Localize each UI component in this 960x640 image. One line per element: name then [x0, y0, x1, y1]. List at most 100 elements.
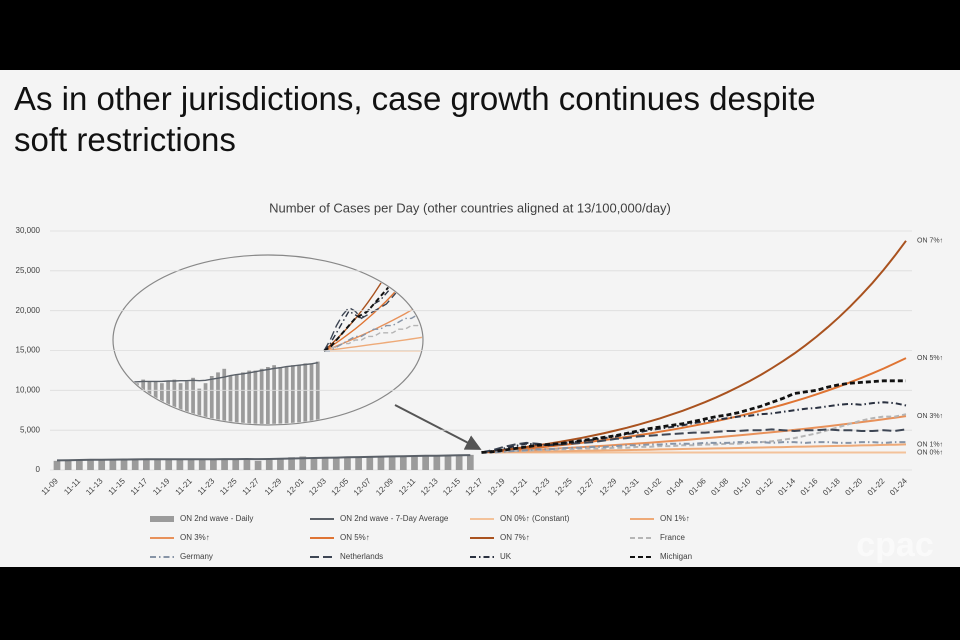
bar: [247, 370, 252, 424]
bar: [259, 368, 264, 424]
bar: [228, 376, 233, 424]
bar: [184, 381, 189, 424]
bar: [166, 381, 170, 424]
bar: [191, 377, 195, 424]
line: [481, 441, 906, 454]
y-tick-label: 30,000: [16, 226, 41, 235]
bar: [321, 457, 329, 470]
bar: [203, 383, 208, 424]
bar: [198, 459, 206, 470]
bar: [466, 454, 474, 470]
bar: [377, 456, 385, 470]
bar: [64, 460, 72, 470]
y-tick-label: 15,000: [16, 346, 41, 355]
bar: [315, 361, 320, 424]
bar: [303, 363, 308, 424]
legend-label: ON 7%↑: [500, 533, 530, 542]
legend-label: ON 1%↑: [660, 514, 690, 523]
line: [324, 303, 422, 352]
line: [481, 413, 907, 454]
bar: [109, 459, 117, 470]
line: [323, 256, 422, 352]
line: [323, 256, 422, 352]
y-tick-label: 5,000: [20, 425, 41, 434]
legend-label: France: [660, 533, 685, 542]
bar: [209, 376, 214, 424]
bar: [75, 460, 83, 470]
headline: As in other jurisdictions, case growth c…: [14, 80, 816, 117]
bottom-bar: [0, 567, 960, 640]
bar: [290, 365, 295, 424]
inset: [114, 256, 422, 424]
bar: [299, 456, 307, 470]
bar: [288, 457, 295, 470]
bar: [284, 367, 289, 424]
legend-label: ON 2nd wave - 7-Day Average: [340, 514, 449, 523]
line: [323, 313, 422, 352]
bar: [399, 456, 407, 470]
line: [481, 401, 907, 454]
bar: [355, 456, 362, 470]
chart-title: Number of Cases per Day (other countries…: [269, 200, 671, 215]
line: [323, 256, 422, 352]
bar: [272, 365, 276, 424]
bar: [278, 367, 283, 424]
line: [56, 454, 471, 462]
line: [481, 240, 907, 454]
series-end-label: ON 3%↑: [917, 413, 943, 420]
bar: [388, 455, 396, 470]
bar: [411, 456, 418, 470]
bar: [53, 460, 61, 470]
series-end-label: ON 7%↑: [917, 238, 943, 245]
bar: [444, 455, 452, 470]
bar: [241, 372, 245, 424]
line: [481, 379, 906, 454]
bar: [98, 460, 106, 470]
headline: soft restrictions: [14, 121, 236, 158]
legend-label: ON 5%↑: [340, 533, 370, 542]
bar: [232, 459, 240, 470]
legend-label: ON 0%↑ (Constant): [500, 514, 570, 523]
series-end-label: ON 0%↑: [917, 449, 943, 456]
bar: [131, 459, 139, 470]
bar: [266, 367, 270, 424]
bar: [221, 459, 228, 470]
line: [481, 443, 907, 454]
y-tick-label: 25,000: [16, 266, 41, 275]
bar: [277, 458, 284, 470]
legend-label: Michigan: [660, 552, 692, 561]
bar: [455, 455, 463, 470]
inset-outline: [112, 254, 424, 426]
bar: [176, 459, 184, 470]
inset-arrow: [394, 404, 482, 450]
bar: [344, 456, 351, 470]
bar: [87, 459, 94, 470]
bar: [210, 458, 217, 470]
y-tick-label: 0: [36, 465, 41, 474]
bar: [154, 458, 161, 470]
bar: [165, 459, 173, 470]
bar: [172, 379, 177, 424]
legend-swatch: [150, 516, 174, 522]
bar: [120, 458, 128, 470]
bar: [243, 458, 251, 470]
y-tick-label: 10,000: [16, 385, 41, 394]
bar: [433, 455, 441, 470]
bar: [187, 459, 195, 470]
legend-label: ON 2nd wave - Daily: [180, 514, 253, 523]
bar: [178, 383, 183, 424]
bar: [332, 457, 340, 470]
legend-label: UK: [500, 552, 512, 561]
watermark: cpac: [856, 526, 934, 564]
series-end-label: ON 1%↑: [917, 441, 943, 448]
bar: [254, 460, 262, 470]
bar: [216, 372, 220, 424]
bar: [197, 388, 202, 424]
bar: [253, 370, 258, 424]
bar: [297, 365, 301, 424]
bar: [265, 459, 273, 470]
line: [481, 357, 907, 454]
bar: [310, 458, 318, 470]
legend-label: Netherlands: [340, 552, 383, 561]
